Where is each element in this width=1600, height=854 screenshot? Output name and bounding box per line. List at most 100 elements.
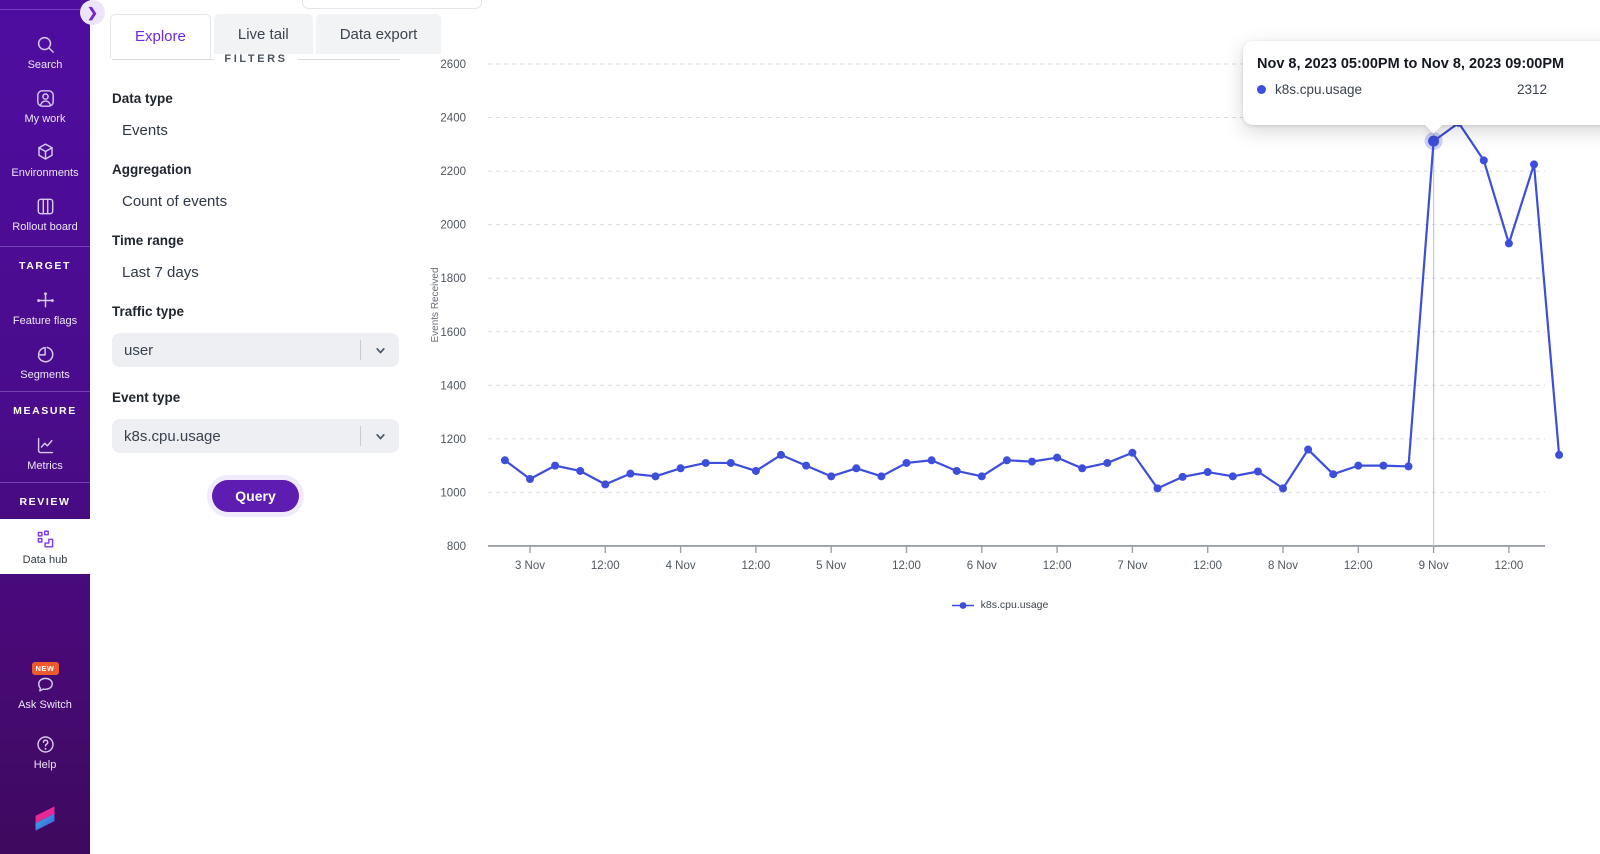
x-tick-label: 12:00	[1495, 560, 1524, 572]
switch-logo[interactable]	[27, 799, 63, 844]
x-tick-label: 12:00	[742, 560, 771, 572]
sidebar-item-help[interactable]: Help	[0, 727, 90, 777]
tooltip-series-name: k8s.cpu.usage	[1275, 82, 1363, 97]
sidebar-header-strip	[0, 0, 90, 10]
query-button[interactable]: Query	[212, 480, 299, 512]
sidebar-expand-button[interactable]: ❯	[80, 0, 105, 25]
data-point	[1329, 470, 1338, 479]
filter-field-aggregation: Aggregation Count of events	[112, 162, 399, 210]
data-point	[1354, 461, 1363, 470]
x-tick-label: 12:00	[1043, 560, 1072, 572]
filter-value: Count of events	[122, 193, 228, 210]
filters-heading-line	[112, 58, 215, 60]
tooltip-series-value: 2312	[1516, 82, 1547, 97]
data-point	[1304, 445, 1313, 454]
filter-field-traffic-type: Traffic type user	[112, 304, 399, 367]
data-point	[1153, 484, 1162, 493]
event-type-select[interactable]: k8s.cpu.usage	[112, 419, 399, 453]
x-tick-label: 5 Nov	[816, 560, 846, 572]
data-point	[1053, 453, 1062, 462]
data-point	[1253, 467, 1262, 476]
data-point	[1404, 462, 1413, 471]
filters-heading-line	[297, 58, 400, 60]
sidebar-item-label: Search	[27, 59, 63, 71]
chart-legend: k8s.cpu.usage	[880, 599, 1120, 611]
data-point	[827, 472, 836, 481]
filter-value: Last 7 days	[122, 264, 199, 281]
sidebar-primary-nav: Search My work Environments Rollout board	[0, 10, 90, 243]
search-icon	[37, 36, 54, 53]
y-tick-label: 2000	[440, 220, 466, 232]
sidebar-section-title: MEASURE	[13, 405, 77, 417]
data-point	[626, 469, 635, 478]
sidebar-item-rollout-board[interactable]: Rollout board	[0, 189, 90, 239]
legend-line-dot-icon	[951, 601, 974, 609]
metrics-icon	[37, 437, 53, 454]
cutoff-search-box	[302, 0, 482, 9]
sidebar-item-ask-switch[interactable]: NEW Ask Switch	[0, 656, 90, 717]
y-tick-label: 1600	[440, 327, 466, 339]
data-hub-icon	[37, 530, 53, 548]
series-line	[503, 121, 1561, 490]
tab-live-tail[interactable]: Live tail	[213, 14, 313, 54]
data-point	[1279, 484, 1287, 493]
chevron-down-icon	[376, 348, 385, 354]
y-tick-label: 2200	[440, 166, 466, 178]
data-point	[751, 466, 760, 475]
sidebar-item-segments[interactable]: Segments	[0, 337, 90, 387]
x-tick-label: 12:00	[1344, 560, 1373, 572]
y-tick-label: 2600	[440, 59, 466, 71]
sidebar-section-target: TARGET Feature flags Segments	[0, 246, 90, 387]
sidebar-item-label: Ask Switch	[18, 699, 72, 711]
my-work-icon	[36, 90, 54, 107]
sidebar-item-my-work[interactable]: My work	[0, 81, 90, 131]
tab-explore[interactable]: Explore	[110, 14, 211, 58]
select-divider	[360, 340, 361, 360]
tooltip-time-range: Nov 8, 2023 05:00PM to Nov 8, 2023 09:00…	[1257, 56, 1565, 72]
filter-label: Event type	[112, 390, 181, 405]
sidebar-section-measure: MEASURE Metrics	[0, 391, 90, 478]
data-point	[1002, 456, 1011, 465]
sidebar-item-label: Metrics	[27, 460, 63, 472]
x-tick-label: 12:00	[1193, 560, 1222, 572]
data-point	[1555, 450, 1564, 459]
sidebar-footer: NEW Ask Switch Help	[0, 656, 90, 844]
select-value: k8s.cpu.usage	[124, 427, 221, 445]
filter-field-time-range: Time range Last 7 days	[112, 233, 399, 281]
sidebar-item-data-hub[interactable]: Data hub	[0, 519, 90, 574]
data-point	[1178, 472, 1187, 481]
y-tick-label: 1200	[440, 434, 466, 446]
chevron-right-icon: ❯	[87, 4, 98, 20]
sidebar-item-search[interactable]: Search	[0, 27, 90, 77]
sidebar-item-label: Data hub	[22, 554, 68, 566]
chevron-down-icon	[376, 434, 385, 440]
data-point	[1530, 160, 1538, 169]
data-point	[651, 472, 660, 481]
data-point	[551, 461, 560, 470]
data-point	[576, 466, 585, 475]
sidebar-item-environments[interactable]: Environments	[0, 135, 90, 185]
series-dot-icon	[1257, 85, 1266, 94]
traffic-type-select[interactable]: user	[112, 333, 399, 367]
y-tick-label: 800	[447, 541, 466, 553]
filter-field-data-type: Data type Events	[112, 91, 399, 139]
x-tick-label: 12:00	[591, 560, 620, 572]
sidebar-item-metrics[interactable]: Metrics	[0, 428, 90, 478]
sidebar-item-feature-flags[interactable]: Feature flags	[0, 283, 90, 333]
filter-field-event-type: Event type k8s.cpu.usage	[112, 390, 399, 453]
data-point	[500, 456, 509, 465]
select-divider	[360, 426, 361, 446]
data-point	[1128, 448, 1137, 457]
x-tick-label: 7 Nov	[1117, 560, 1147, 572]
environments-icon	[37, 143, 53, 160]
sidebar-item-label: My work	[24, 113, 66, 125]
segments-icon	[37, 346, 53, 363]
filter-label: Traffic type	[112, 304, 185, 319]
ask-switch-icon	[37, 677, 53, 692]
tab-data-export[interactable]: Data export	[315, 14, 442, 54]
data-point	[701, 458, 710, 467]
tab-bar: Explore Live tail Data export	[110, 14, 442, 58]
data-point	[1479, 156, 1488, 165]
sidebar-item-label: Rollout board	[12, 221, 78, 233]
help-icon	[36, 736, 54, 753]
